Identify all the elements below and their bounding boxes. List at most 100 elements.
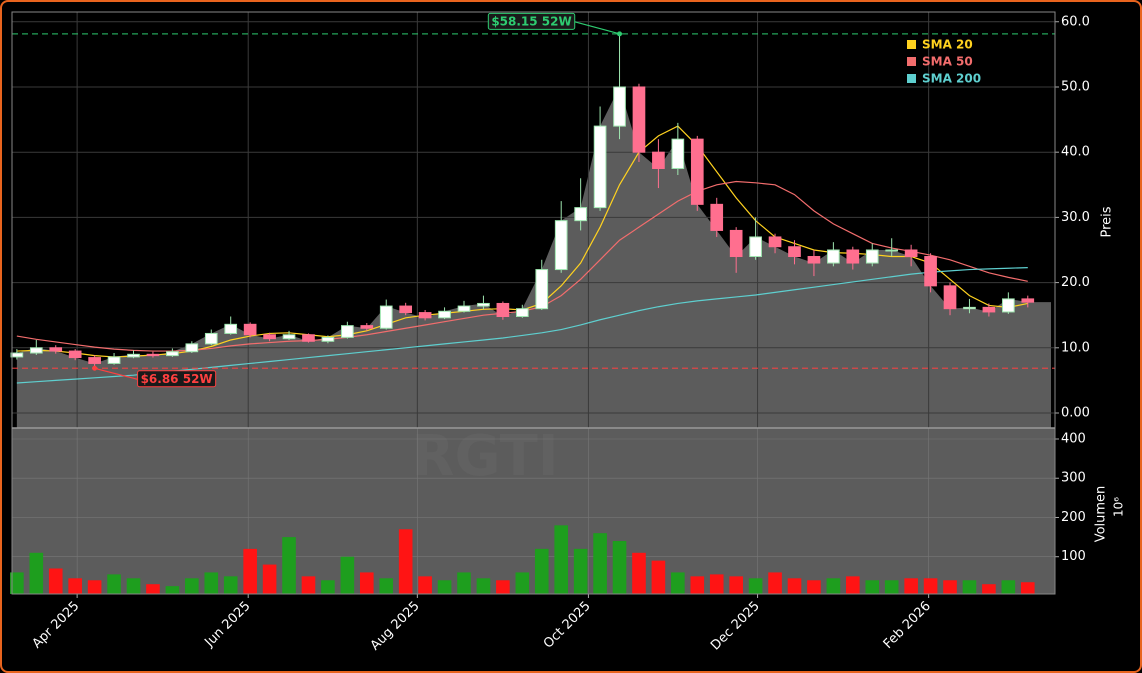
legend-label: SMA 200 [922,72,981,86]
annotation-label: $58.15 52W [491,14,571,28]
candle-body [418,312,432,319]
candle-body [107,356,121,364]
candle-body [204,332,218,345]
volume-bar [340,556,355,594]
volume-bar [68,578,82,594]
annotation-arrow [94,367,138,380]
y-tick-label: 300 [1061,471,1086,486]
y-tick-label: 50.0 [1061,79,1090,94]
volume-bar [632,552,646,594]
candle-body [1002,298,1015,313]
candle-body [515,308,529,318]
y-tick-label: 400 [1061,431,1086,446]
candle-body [321,336,335,342]
volume-bar [534,548,549,594]
volume-panel [12,428,1055,594]
volume-bar [826,578,841,594]
volume-bar [398,529,413,594]
volume-bar [87,580,102,594]
candle-body [282,334,296,340]
candle-body [865,249,879,264]
volume-bar [185,578,199,594]
volume-bar [943,580,957,594]
candle-body [827,249,840,264]
candle-body [457,305,471,312]
y-tick-label: 30.0 [1061,210,1090,225]
volume-bar [476,578,491,594]
candle-body [729,229,743,258]
volume-bar [457,572,471,594]
legend-swatch [907,74,916,83]
candle-body [690,138,704,205]
volume-bar [418,576,432,594]
x-tick-label: Dec 2025 [708,599,763,654]
volume-bar [768,572,782,594]
volume-bar [1001,580,1016,594]
candle-body [904,249,918,258]
candle-body [185,343,199,353]
volume-bar [884,580,899,594]
volume-bar [923,578,938,594]
candle-body [671,138,685,169]
candle-body [885,249,899,252]
candle-body [243,323,257,336]
candle-body [438,310,451,319]
candle-body [68,350,82,359]
candle-body [963,306,976,310]
volume-bar [282,537,296,594]
candle-body [593,125,607,209]
volume-bar [29,552,44,594]
volume-bar [787,578,802,594]
candle-body [127,353,140,358]
candle-body [749,236,762,258]
volume-bar [204,572,219,594]
candle-body [302,334,315,342]
volume-bar [982,584,996,594]
y-axis-label: Preis [1100,206,1115,237]
y-tick-label: 20.0 [1061,275,1090,290]
x-tick-label: Feb 2026 [881,599,934,652]
volume-bar [301,576,316,594]
volume-bar [379,578,394,594]
volume-bar [243,548,257,594]
candle-body [535,269,549,310]
candle-body [10,352,24,358]
volume-bar [748,578,763,594]
legend-label: SMA 50 [922,55,973,69]
volume-bar [573,548,588,594]
candle-body [379,305,393,329]
volume-bar [223,576,238,594]
candle-body [846,249,860,264]
annotation-arrow [574,21,620,35]
volume-bar [671,572,685,594]
candle-body [224,323,238,334]
candle-body [88,357,101,364]
candle-body [146,353,160,357]
volume-bar [612,541,627,594]
candle-body [29,347,43,354]
x-tick-label: Jun 2025 [202,599,254,651]
candle-body [788,246,801,258]
volume-bar [904,578,918,594]
volume-bar [10,572,24,594]
watermark: RGTI [411,424,558,489]
candle-body [1021,298,1035,303]
candle-body [399,305,413,314]
candle-body [496,302,510,318]
annotation-label: $6.86 52W [141,372,213,386]
y-axis-label: Volumen [1094,486,1109,543]
y-tick-label: 60.0 [1061,14,1090,29]
y-tick-label: 100 [1061,549,1086,564]
volume-bar [359,572,374,594]
x-tick-label: Oct 2025 [541,599,594,652]
volume-bar [321,580,335,594]
volume-bar [165,586,180,594]
volume-bar [651,560,666,594]
volume-bar [593,533,607,594]
x-tick-label: Apr 2025 [30,599,83,652]
offset-label: 10⁶ [1112,497,1126,517]
volume-bar [1020,582,1035,594]
candle-body [710,203,724,231]
